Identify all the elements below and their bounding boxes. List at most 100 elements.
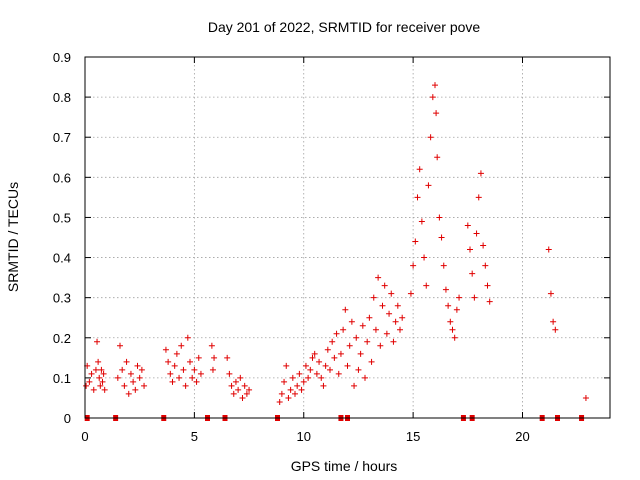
data-point	[449, 326, 456, 333]
data-point	[333, 330, 340, 337]
data-point	[283, 362, 290, 369]
data-point	[169, 378, 176, 385]
data-point	[451, 334, 458, 341]
data-point	[114, 374, 121, 381]
data-point	[381, 282, 388, 289]
data-point	[399, 314, 406, 321]
data-point	[440, 262, 447, 269]
data-point	[552, 326, 559, 333]
data-point	[178, 342, 185, 349]
data-point	[467, 246, 473, 253]
x-tick-label: 15	[406, 429, 420, 444]
data-point	[375, 274, 382, 281]
data-point	[99, 378, 106, 385]
data-point	[383, 330, 390, 337]
data-point	[357, 350, 364, 357]
y-axis-title: SRMTID / TECUs	[5, 182, 21, 292]
data-point	[322, 362, 329, 369]
data-point	[392, 318, 399, 325]
data-point	[477, 170, 484, 177]
data-point	[427, 134, 434, 141]
data-point	[547, 290, 554, 297]
data-point	[100, 370, 107, 377]
data-point	[377, 342, 384, 349]
data-point	[285, 394, 292, 401]
data-point	[311, 350, 318, 357]
data-points	[83, 82, 589, 405]
data-point	[348, 318, 355, 325]
data-point	[289, 374, 296, 381]
data-point	[340, 326, 347, 333]
data-point	[480, 242, 487, 249]
data-point	[366, 314, 373, 321]
data-point	[235, 386, 242, 393]
data-point	[442, 286, 449, 293]
data-point	[95, 358, 102, 365]
data-point	[305, 374, 312, 381]
data-point	[119, 366, 126, 373]
data-point	[191, 366, 198, 373]
data-point	[342, 306, 349, 313]
data-point	[230, 390, 237, 397]
data-point	[226, 370, 233, 377]
chart-title: Day 201 of 2022, SRMTID for receiver pov…	[208, 19, 481, 35]
data-point	[429, 94, 436, 101]
data-point	[482, 262, 489, 269]
data-point	[224, 354, 231, 361]
data-point	[388, 290, 395, 297]
data-point	[414, 194, 421, 201]
data-point	[98, 366, 105, 373]
data-point	[370, 294, 377, 301]
x-tick-label: 10	[297, 429, 311, 444]
y-tick-label: 0.3	[53, 291, 71, 306]
data-point	[353, 334, 360, 341]
data-point	[189, 374, 196, 381]
data-point	[195, 354, 202, 361]
data-point	[127, 370, 134, 377]
data-point	[287, 386, 294, 393]
y-tick-label: 0.5	[53, 210, 71, 225]
data-point	[390, 338, 397, 345]
data-point	[165, 358, 172, 365]
data-point	[209, 366, 216, 373]
data-point	[337, 350, 344, 357]
data-point	[97, 382, 104, 389]
data-point	[171, 362, 178, 369]
data-point	[386, 310, 393, 317]
data-point	[329, 338, 336, 345]
data-point	[344, 362, 351, 369]
data-point	[292, 390, 298, 397]
y-tick-label: 0.4	[53, 251, 71, 266]
data-point	[316, 358, 323, 365]
y-tick-label: 0.7	[53, 130, 71, 145]
data-point	[239, 394, 246, 401]
data-point	[134, 362, 141, 369]
data-point	[436, 214, 443, 221]
data-point	[309, 354, 316, 361]
y-tick-label: 0	[64, 411, 71, 426]
data-point	[125, 390, 132, 397]
data-point	[130, 378, 137, 385]
x-tick-label: 20	[515, 429, 529, 444]
data-point	[121, 382, 128, 389]
data-point	[208, 342, 215, 349]
data-point	[300, 378, 307, 385]
data-point	[355, 366, 362, 373]
data-point	[182, 382, 189, 389]
data-point	[228, 382, 235, 389]
data-point	[302, 362, 309, 369]
data-point	[464, 222, 471, 229]
data-point	[96, 374, 103, 381]
data-point	[167, 370, 174, 377]
data-point	[469, 270, 476, 277]
data-point	[407, 290, 414, 297]
data-point	[475, 194, 482, 201]
x-tick-label: 0	[81, 429, 88, 444]
data-point	[173, 350, 180, 357]
data-point	[346, 342, 353, 349]
data-point	[416, 166, 423, 173]
data-point	[397, 326, 403, 333]
data-point	[379, 302, 386, 309]
data-point	[141, 382, 148, 389]
